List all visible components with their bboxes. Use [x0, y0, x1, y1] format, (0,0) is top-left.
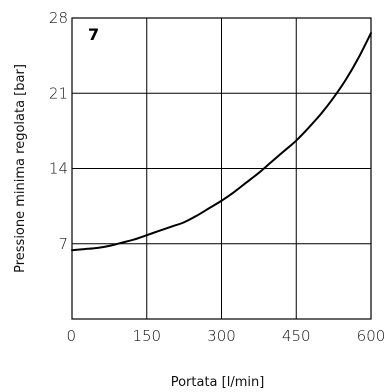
x-tick-label: 150 — [132, 327, 161, 345]
y-axis-title: Pressione minima regolata [bar] — [13, 64, 28, 273]
y-tick-label: 28 — [49, 9, 68, 27]
x-axis-title: Portata [l/min] — [171, 375, 265, 390]
x-tick-label: 0 — [66, 327, 76, 345]
x-tick-label: 600 — [357, 327, 386, 345]
y-tick-label: 21 — [49, 84, 68, 102]
grid — [72, 18, 371, 319]
y-tick-label: 7 — [58, 235, 68, 253]
x-tick-label: 300 — [207, 327, 236, 345]
y-axis-ticks: 7 14 21 28 — [49, 9, 68, 253]
panel-label: 7 — [88, 25, 99, 44]
y-tick-label: 14 — [49, 160, 68, 178]
x-axis-ticks: 0 150 300 450 600 — [66, 327, 385, 345]
x-tick-label: 450 — [282, 327, 311, 345]
